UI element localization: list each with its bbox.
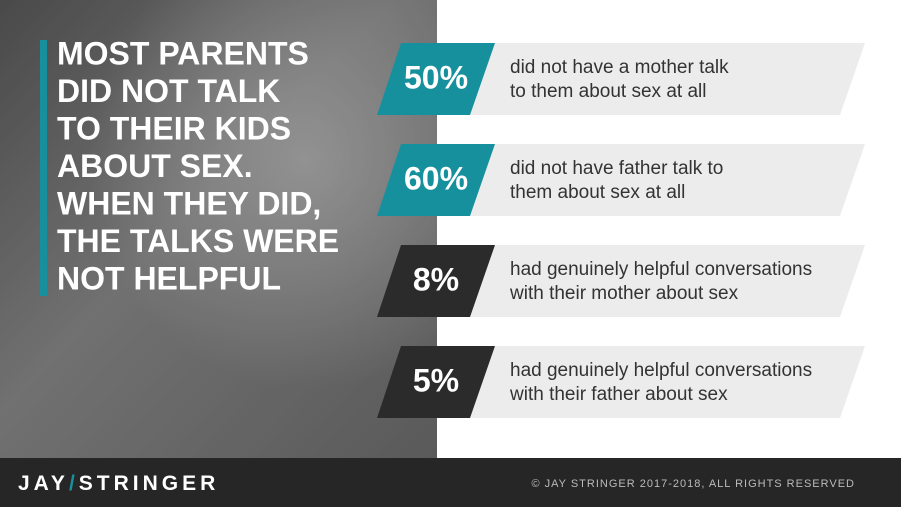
stat-figure: 50% [404, 59, 468, 95]
stat-figure: 60% [404, 160, 468, 196]
logo: JAY/STRINGER [18, 472, 219, 495]
stat-badge [377, 245, 495, 317]
stat-badge [377, 43, 495, 115]
headline-line: MOST PARENTS [57, 35, 309, 71]
stat-figure: 8% [413, 261, 459, 297]
stat-text: had genuinely helpful conversations [510, 360, 812, 381]
accent-bar [40, 40, 47, 296]
photo-light [0, 0, 437, 458]
stat-text: them about sex at all [510, 182, 685, 203]
stat-text: did not have a mother talk [510, 57, 729, 78]
footer [0, 458, 901, 507]
logo-part: / [69, 472, 79, 495]
headline-line: TO THEIR KIDS [57, 110, 291, 146]
logo-part: JAY [18, 472, 69, 495]
stat-panel [465, 346, 865, 418]
stat-badge [377, 346, 495, 418]
stat-badge [377, 144, 495, 216]
headline-line: NOT HELPFUL [57, 260, 281, 296]
stat-panel [465, 144, 865, 216]
headline-line: WHEN THEY DID, [57, 185, 321, 221]
stat-figure: 5% [413, 362, 459, 398]
stat-text: to them about sex at all [510, 81, 706, 102]
stat-text: had genuinely helpful conversations [510, 259, 812, 280]
logo-part: STRINGER [79, 472, 220, 495]
headline-line: ABOUT SEX. [57, 148, 253, 184]
stat-panel [465, 245, 865, 317]
stat-text: with their mother about sex [509, 283, 739, 304]
stat-text: did not have father talk to [510, 158, 723, 179]
stat-text: with their father about sex [509, 384, 728, 405]
stat-panel [465, 43, 865, 115]
headline-line: DID NOT TALK [57, 73, 280, 109]
headline-line: THE TALKS WERE [57, 223, 339, 259]
copyright: © JAY STRINGER 2017-2018, ALL RIGHTS RES… [531, 478, 855, 490]
photo-shade [0, 0, 437, 458]
stats: 50% did not have a mother talk to them abo… [377, 43, 865, 418]
